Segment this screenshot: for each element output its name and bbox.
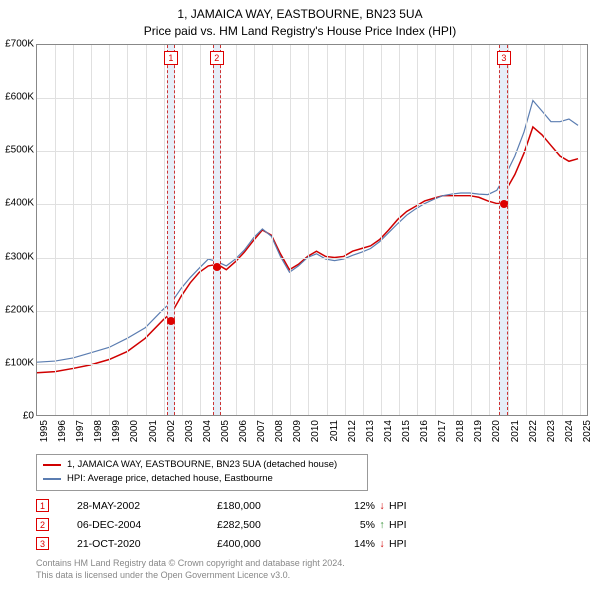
- sales-table: 128-MAY-2002£180,00012%↓HPI206-DEC-2004£…: [36, 496, 576, 553]
- x-tick-label: 2020: [491, 420, 502, 442]
- sales-pct: 5%: [337, 519, 375, 531]
- sales-date: 28-MAY-2002: [77, 500, 217, 512]
- page-title: 1, JAMAICA WAY, EASTBOURNE, BN23 5UA: [0, 0, 600, 23]
- sales-price: £400,000: [217, 538, 337, 550]
- sale-marker-label: 2: [210, 51, 224, 65]
- sales-vs-label: HPI: [389, 519, 407, 531]
- x-tick-label: 2011: [329, 420, 340, 442]
- y-tick-label: £700K: [0, 39, 34, 50]
- footer-line-2: This data is licensed under the Open Gov…: [36, 570, 345, 582]
- x-tick-label: 2022: [528, 420, 539, 442]
- x-tick-label: 2003: [184, 420, 195, 442]
- x-tick-label: 2008: [274, 420, 285, 442]
- sales-row: 1 28-MAY-2002£180,00012%↓HPI: [36, 496, 576, 515]
- sales-pct: 14%: [337, 538, 375, 550]
- footer-attribution: Contains HM Land Registry data © Crown c…: [36, 558, 345, 581]
- x-tick-label: 1997: [75, 420, 86, 442]
- sales-arrow-icon: ↓: [375, 538, 389, 550]
- x-tick-label: 2005: [220, 420, 231, 442]
- legend: 1, JAMAICA WAY, EASTBOURNE, BN23 5UA (de…: [36, 454, 368, 491]
- y-tick-label: £100K: [0, 357, 34, 368]
- x-tick-label: 2001: [148, 420, 159, 442]
- sale-marker-dot: [213, 263, 221, 271]
- x-tick-label: 1999: [111, 420, 122, 442]
- sales-pct: 12%: [337, 500, 375, 512]
- sales-arrow-icon: ↑: [375, 519, 389, 531]
- y-tick-label: £200K: [0, 304, 34, 315]
- x-tick-label: 2002: [166, 420, 177, 442]
- legend-label: 1, JAMAICA WAY, EASTBOURNE, BN23 5UA (de…: [67, 458, 337, 472]
- x-tick-label: 2010: [310, 420, 321, 442]
- y-tick-label: £0: [0, 411, 34, 422]
- x-tick-label: 1995: [39, 420, 50, 442]
- sales-date: 21-OCT-2020: [77, 538, 217, 550]
- legend-swatch: [43, 464, 61, 466]
- x-tick-label: 2023: [546, 420, 557, 442]
- x-tick-label: 2009: [292, 420, 303, 442]
- x-tick-label: 2006: [238, 420, 249, 442]
- x-tick-label: 2018: [455, 420, 466, 442]
- x-tick-label: 2015: [401, 420, 412, 442]
- sale-marker-label: 3: [497, 51, 511, 65]
- legend-item: HPI: Average price, detached house, East…: [43, 472, 361, 486]
- x-tick-label: 2000: [129, 420, 140, 442]
- y-tick-label: £500K: [0, 145, 34, 156]
- y-tick-label: £600K: [0, 92, 34, 103]
- sale-marker-dot: [500, 200, 508, 208]
- sale-marker-label: 1: [164, 51, 178, 65]
- sales-price: £180,000: [217, 500, 337, 512]
- x-tick-label: 2012: [347, 420, 358, 442]
- sales-vs-label: HPI: [389, 500, 407, 512]
- x-tick-label: 2013: [365, 420, 376, 442]
- sales-vs-label: HPI: [389, 538, 407, 550]
- sales-marker-number: 3: [36, 537, 49, 550]
- x-tick-label: 2024: [564, 420, 575, 442]
- page-subtitle: Price paid vs. HM Land Registry's House …: [0, 23, 600, 40]
- x-tick-label: 2007: [256, 420, 267, 442]
- sales-row: 3 21-OCT-2020£400,00014%↓HPI: [36, 534, 576, 553]
- x-tick-label: 2014: [383, 420, 394, 442]
- x-tick-label: 2016: [419, 420, 430, 442]
- footer-line-1: Contains HM Land Registry data © Crown c…: [36, 558, 345, 570]
- x-tick-label: 2021: [510, 420, 521, 442]
- x-tick-label: 1998: [93, 420, 104, 442]
- sales-marker-number: 2: [36, 518, 49, 531]
- sales-arrow-icon: ↓: [375, 500, 389, 512]
- sales-row: 2 06-DEC-2004£282,5005%↑HPI: [36, 515, 576, 534]
- legend-label: HPI: Average price, detached house, East…: [67, 472, 273, 486]
- sale-marker-dot: [167, 317, 175, 325]
- sales-price: £282,500: [217, 519, 337, 531]
- sales-marker-number: 1: [36, 499, 49, 512]
- x-tick-label: 2017: [437, 420, 448, 442]
- chart-container: 1, JAMAICA WAY, EASTBOURNE, BN23 5UA Pri…: [0, 0, 600, 590]
- x-tick-label: 1996: [57, 420, 68, 442]
- x-tick-label: 2004: [202, 420, 213, 442]
- legend-swatch: [43, 478, 61, 480]
- sales-date: 06-DEC-2004: [77, 519, 217, 531]
- y-tick-label: £400K: [0, 198, 34, 209]
- x-tick-label: 2019: [473, 420, 484, 442]
- legend-item: 1, JAMAICA WAY, EASTBOURNE, BN23 5UA (de…: [43, 458, 361, 472]
- y-tick-label: £300K: [0, 251, 34, 262]
- chart-plot-area: 1 2 3: [36, 44, 588, 416]
- x-tick-label: 2025: [582, 420, 593, 442]
